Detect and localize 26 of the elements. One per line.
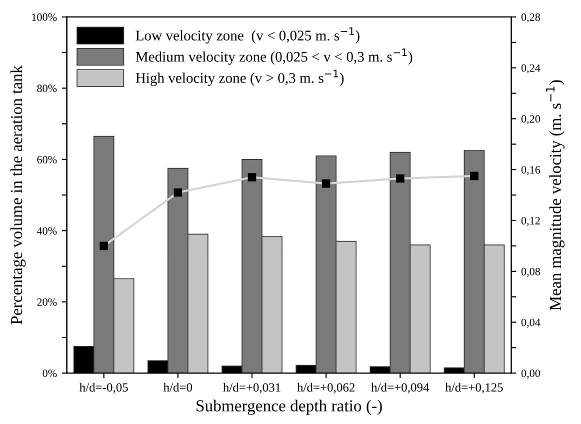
- legend-label: Low velocity zone (v < 0,025 m. s$^{−1}$): [136, 27, 360, 44]
- y2-tick-label: 0,16: [521, 166, 540, 176]
- y-tick-label: 100%: [32, 13, 57, 21]
- y2-tick-label: 0,28: [521, 13, 540, 23]
- y2-tick-label: 0,24: [521, 64, 540, 74]
- y-tick-label: 20%: [37, 298, 57, 306]
- y2-tick-label: 0,08: [521, 268, 540, 277]
- x-tick-label: h/d=+0,125: [445, 382, 503, 394]
- x-axis-title: Submergence depth ratio (-): [196, 400, 382, 415]
- x-tick-label: h/d=+0,094: [371, 382, 430, 394]
- y-tick-label: 80%: [37, 84, 57, 92]
- y2-tick-label: 0,12: [521, 216, 540, 226]
- x-tick-label: h/d=+0,031: [223, 382, 280, 394]
- y2-tick-label: 0,20: [521, 115, 540, 124]
- legend-label: High velocity zone (v > 0,3 m. s$^{−1}$): [136, 70, 344, 86]
- y2-axis-title: Mean magnitude velocity (m. s$^{−1}$): [546, 80, 564, 310]
- legend-label: Medium velocity zone (0,025 < v < 0,3 m. s$^{−1}$): [136, 48, 412, 65]
- y-tick-label: 40%: [36, 227, 57, 235]
- y-tick-label: 60%: [37, 156, 57, 164]
- y2-tick-label: 0,04: [521, 318, 540, 328]
- x-tick-label: h/d=+0,062: [297, 382, 354, 394]
- x-tick-label: h/d=-0,05: [79, 382, 128, 394]
- y-tick-label: 0%: [42, 370, 57, 378]
- y2-tick-label: 0,00: [521, 370, 540, 379]
- y-axis-title: Percentage volume in the aeration tank: [10, 65, 26, 324]
- x-tick-label: h/d=0: [163, 382, 192, 392]
